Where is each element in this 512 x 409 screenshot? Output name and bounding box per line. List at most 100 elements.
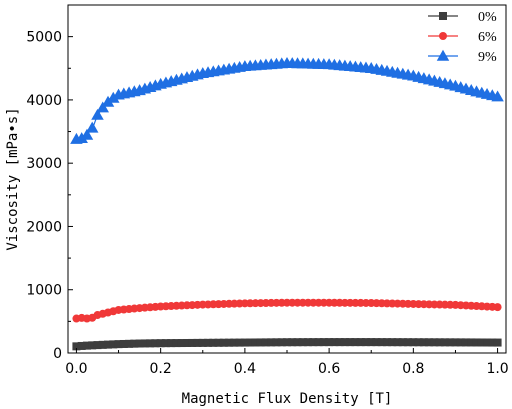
data-point [80, 128, 94, 140]
data-point [456, 338, 465, 347]
data-point [75, 132, 88, 144]
data-point [488, 338, 497, 347]
data-point [85, 121, 99, 133]
data-point [204, 338, 213, 347]
data-point [330, 338, 339, 347]
data-point [182, 338, 191, 347]
data-point [346, 338, 355, 347]
data-point [388, 338, 397, 347]
data-point [277, 338, 286, 347]
data-point [235, 338, 244, 347]
data-point [167, 339, 176, 348]
y-tick-label-5: 5000 [26, 30, 62, 46]
data-point [288, 338, 297, 347]
data-point [440, 338, 449, 347]
data-point [146, 339, 155, 348]
data-point [293, 338, 302, 347]
data-point [325, 338, 334, 347]
data-point [340, 338, 349, 347]
data-point [451, 338, 460, 347]
data-point [361, 338, 370, 347]
data-point [125, 339, 134, 348]
y-tick-label-1: 1000 [26, 283, 62, 299]
data-point [435, 338, 444, 347]
data-point [272, 338, 281, 347]
data-point [96, 101, 109, 113]
data-point [198, 338, 207, 347]
data-point [251, 338, 260, 347]
y-axis-title: Viscosity [mPa•s] [5, 107, 21, 250]
data-point [430, 338, 439, 347]
data-point [172, 339, 181, 348]
data-point [446, 338, 455, 347]
series-0pct [72, 338, 502, 351]
y-tick-label-0: 0 [53, 346, 62, 362]
x-tick-label-3: 0.6 [318, 361, 340, 377]
data-point [267, 338, 276, 347]
x-tick-label-2: 0.4 [234, 361, 256, 377]
x-tick-label-1: 0.2 [150, 361, 172, 377]
data-point [72, 342, 81, 351]
data-point [393, 338, 402, 347]
data-point [114, 340, 123, 349]
data-point [398, 338, 407, 347]
series-9pct [70, 56, 504, 144]
data-point [93, 341, 102, 350]
plot-marks [70, 56, 504, 351]
x-axis-title: Magnetic Flux Density [T] [182, 391, 393, 407]
x-tick-label-0: 0.0 [65, 361, 87, 377]
data-point [77, 341, 86, 350]
legend-label-0: 0% [478, 10, 497, 25]
y-tick-label-3: 3000 [26, 156, 62, 172]
data-point [298, 338, 307, 347]
data-point [177, 339, 186, 348]
data-point [491, 90, 504, 102]
data-point [404, 338, 413, 347]
data-point [335, 338, 344, 347]
data-point [367, 338, 376, 347]
data-point [314, 338, 323, 347]
data-point [493, 303, 502, 312]
legend-marker-2 [436, 49, 450, 61]
series-6pct [72, 298, 502, 323]
data-point [304, 338, 313, 347]
data-point [372, 338, 381, 347]
data-point [130, 339, 139, 348]
data-point [472, 338, 481, 347]
data-point [109, 340, 118, 349]
data-point [261, 338, 270, 347]
data-point [135, 339, 144, 348]
data-point [188, 338, 197, 347]
data-point [414, 338, 423, 347]
data-point [230, 338, 239, 347]
data-point [377, 338, 386, 347]
axes: 0.0 0.2 0.4 0.6 0.8 1.0 0 1000 2000 3000 4000 5000 [26, 30, 508, 377]
legend-label-2: 9% [478, 50, 497, 65]
data-point [209, 338, 218, 347]
x-tick-label-4: 0.8 [402, 361, 424, 377]
data-point [104, 340, 113, 349]
data-point [193, 338, 202, 347]
data-point [283, 338, 291, 347]
data-point [140, 339, 149, 348]
legend-marker-0 [439, 12, 447, 20]
data-point [256, 338, 265, 347]
data-point [119, 339, 128, 348]
data-point [156, 339, 165, 348]
data-point [383, 338, 392, 347]
data-point [151, 339, 160, 348]
data-point [467, 338, 476, 347]
y-tick-label-4: 4000 [26, 93, 62, 109]
legend: 0% 6% 9% [428, 10, 497, 65]
series-line [76, 62, 498, 140]
data-point [107, 91, 120, 103]
data-point [493, 338, 502, 347]
data-point [483, 338, 492, 347]
data-point [161, 339, 170, 348]
data-point [425, 338, 434, 347]
data-point [409, 338, 418, 347]
data-point [98, 340, 107, 349]
data-point [351, 338, 360, 347]
data-point [356, 338, 365, 347]
